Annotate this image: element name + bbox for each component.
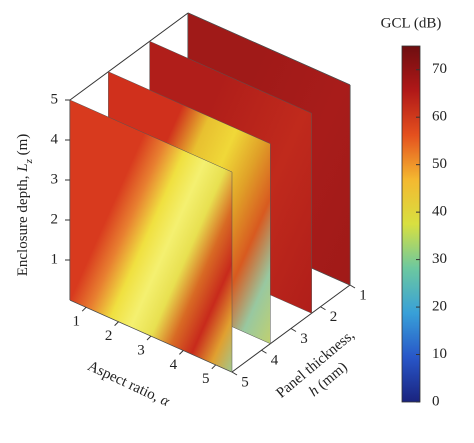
colorbar-tick-label: 60: [432, 109, 447, 125]
x-tick: [114, 321, 119, 326]
box-edge: [69, 12, 189, 101]
colorbar-tick-label: 40: [432, 204, 447, 220]
x-tick-label: 1: [72, 314, 80, 330]
z-tick-label: 4: [51, 131, 59, 147]
colorbar: GCL (dB) 0 10 20 30 40 50 60 70: [381, 15, 447, 409]
ticks: 1 2 3 4 5 1 2 3 4 5 1 2 3 4 5: [51, 91, 367, 390]
colorbar-tick-label: 0: [432, 393, 440, 409]
y-tick-label: 1: [359, 287, 367, 303]
colorbar-scale: [401, 45, 421, 403]
x-tick-label: 5: [202, 371, 210, 387]
colorbar-tick-label: 20: [432, 299, 447, 315]
colorbar-tick-label: 50: [432, 156, 447, 172]
y-tick: [261, 349, 267, 354]
z-tick-label: 3: [51, 171, 59, 187]
y-tick: [349, 284, 356, 289]
y-tick-label: 4: [271, 353, 279, 369]
z-tick-label: 1: [51, 251, 59, 267]
z-tick-label: 2: [51, 211, 59, 227]
slice: [69, 99, 233, 373]
y-tick-label: 5: [241, 374, 249, 390]
colorbar-label: GCL (dB): [381, 15, 442, 31]
x-tick: [81, 306, 87, 312]
z-axis-label: Enclosure depth, Lz (m): [15, 134, 34, 277]
x-tick-label: 3: [137, 342, 145, 358]
colorbar-tick-label: 10: [432, 346, 447, 362]
y-tick-label: 2: [330, 309, 338, 325]
colorbar-tick-label: 30: [432, 251, 447, 267]
y-axis-label: Panel thickness,h (mm): [274, 327, 371, 417]
z-tick-label: 5: [51, 91, 59, 107]
colorbar-tick-label: 70: [432, 61, 447, 77]
y-tick-label: 3: [300, 331, 308, 347]
y-tick: [290, 328, 297, 332]
slices: [69, 12, 351, 373]
x-tick: [211, 364, 217, 370]
y-tick: [231, 371, 238, 376]
y-tick: [320, 306, 326, 311]
x-tick: [179, 350, 184, 355]
x-tick: [146, 335, 152, 341]
x-tick-label: 2: [105, 328, 113, 344]
x-tick-label: 4: [170, 357, 178, 373]
x-axis-label: Aspect ratio, α: [85, 359, 173, 411]
